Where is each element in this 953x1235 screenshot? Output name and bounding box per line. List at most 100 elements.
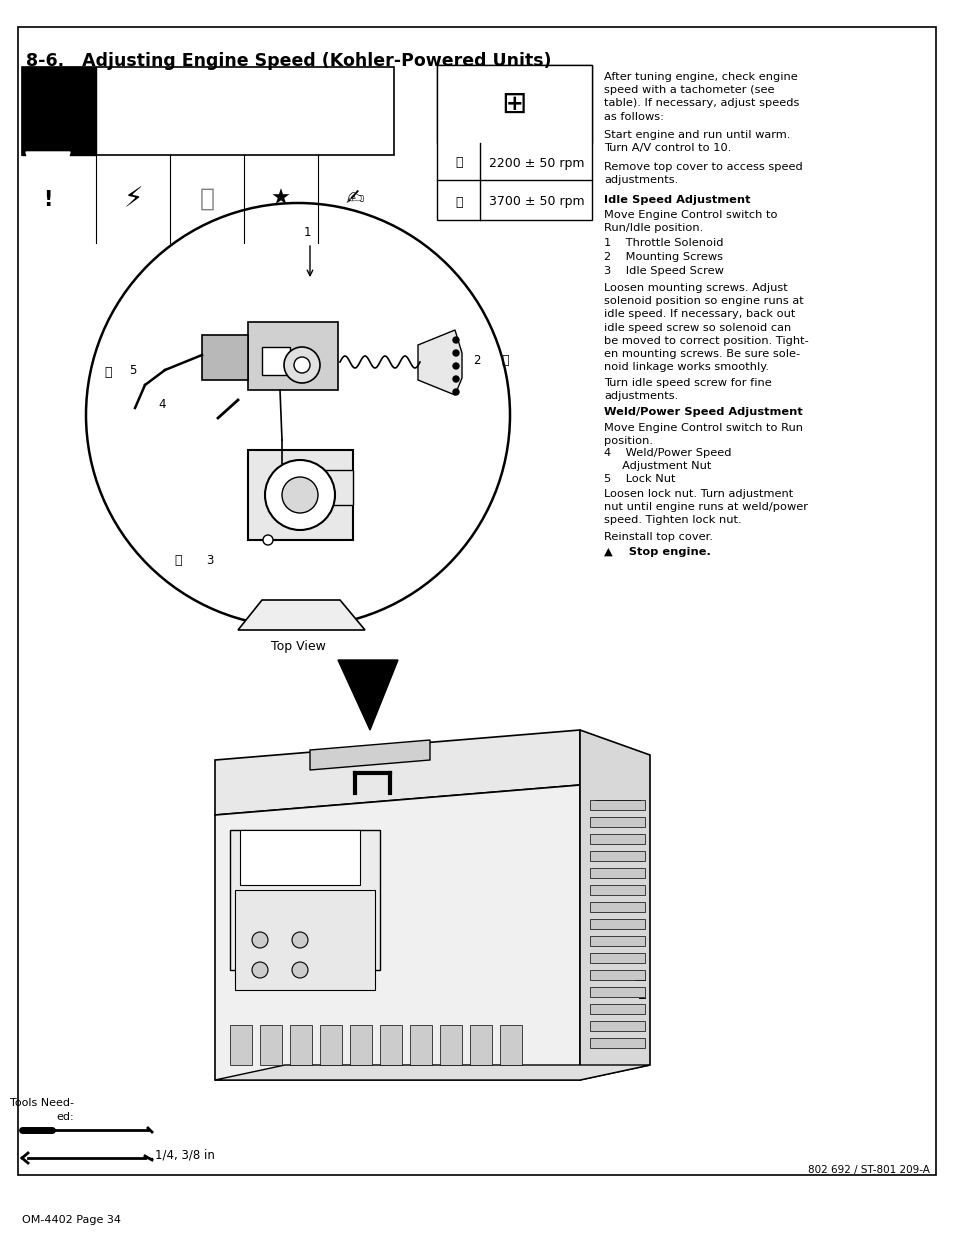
Bar: [319, 1025, 341, 1065]
Text: 8-6.   Adjusting Engine Speed (Kohler-Powered Units): 8-6. Adjusting Engine Speed (Kohler-Powe…: [26, 52, 551, 70]
Text: ⊞: ⊞: [500, 89, 526, 119]
Polygon shape: [579, 730, 649, 1079]
Text: 5    Lock Nut: 5 Lock Nut: [603, 474, 675, 484]
Text: 🐢: 🐢: [174, 553, 182, 567]
Polygon shape: [237, 600, 365, 630]
Bar: [589, 969, 644, 981]
Text: Top View: Top View: [271, 640, 325, 653]
Text: OM-4402 Page 34: OM-4402 Page 34: [22, 1215, 121, 1225]
Bar: [22, 67, 96, 156]
Bar: [589, 1004, 644, 1014]
Circle shape: [252, 962, 268, 978]
Circle shape: [453, 375, 458, 382]
Text: ★: ★: [271, 189, 291, 209]
Text: 1/4, 3/8 in: 1/4, 3/8 in: [154, 1149, 214, 1161]
Bar: [202, 335, 248, 380]
Text: 🐰: 🐰: [455, 195, 462, 209]
Text: 802 692 / ST-801 209-A: 802 692 / ST-801 209-A: [807, 1165, 929, 1174]
Text: Move Engine Control switch to
Run/Idle position.: Move Engine Control switch to Run/Idle p…: [603, 210, 777, 233]
Text: 4    Weld/Power Speed
     Adjustment Nut: 4 Weld/Power Speed Adjustment Nut: [603, 448, 731, 472]
Bar: [230, 1025, 252, 1065]
Text: After tuning engine, check engine
speed with a tachometer (see
table). If necess: After tuning engine, check engine speed …: [603, 72, 799, 121]
Bar: [436, 65, 592, 143]
Text: Turn idle speed screw for fine
adjustments.: Turn idle speed screw for fine adjustmen…: [603, 378, 771, 401]
Text: 🐢: 🐢: [104, 367, 112, 379]
Bar: [314, 471, 353, 505]
Circle shape: [292, 932, 308, 948]
Bar: [589, 1021, 644, 1031]
Circle shape: [252, 932, 268, 948]
Circle shape: [282, 477, 317, 513]
Text: !: !: [43, 190, 52, 210]
Bar: [260, 1025, 282, 1065]
Bar: [470, 1025, 492, 1065]
Bar: [234, 890, 375, 990]
Bar: [439, 1025, 461, 1065]
Text: Remove top cover to access speed
adjustments.: Remove top cover to access speed adjustm…: [603, 162, 801, 185]
Circle shape: [265, 459, 335, 530]
Circle shape: [284, 347, 319, 383]
Polygon shape: [310, 740, 430, 769]
Bar: [589, 818, 644, 827]
Circle shape: [86, 203, 510, 627]
Circle shape: [453, 337, 458, 343]
Bar: [589, 987, 644, 997]
Polygon shape: [417, 330, 461, 395]
Text: 1    Throttle Solenoid: 1 Throttle Solenoid: [603, 238, 722, 248]
Text: ed:: ed:: [56, 1112, 74, 1123]
Text: ▲    Stop engine.: ▲ Stop engine.: [603, 547, 710, 557]
Bar: [589, 953, 644, 963]
Text: Reinstall top cover.: Reinstall top cover.: [603, 532, 712, 542]
Bar: [230, 830, 379, 969]
Bar: [240, 830, 359, 885]
Bar: [589, 851, 644, 861]
Text: 2: 2: [473, 353, 480, 367]
Bar: [290, 1025, 312, 1065]
Text: Loosen mounting screws. Adjust
solenoid position so engine runs at
idle speed. I: Loosen mounting screws. Adjust solenoid …: [603, 283, 808, 372]
Bar: [589, 902, 644, 911]
Text: 3: 3: [206, 553, 213, 567]
Text: 2    Mounting Screws: 2 Mounting Screws: [603, 252, 722, 262]
Circle shape: [453, 389, 458, 395]
Polygon shape: [26, 152, 70, 235]
Bar: [589, 868, 644, 878]
Text: ⚡: ⚡: [123, 185, 143, 212]
Circle shape: [294, 357, 310, 373]
Text: Start engine and run until warm.
Turn A/V control to 10.: Start engine and run until warm. Turn A/…: [603, 130, 789, 153]
Bar: [350, 1025, 372, 1065]
Bar: [248, 322, 337, 390]
Bar: [499, 1025, 521, 1065]
Bar: [589, 800, 644, 810]
Text: 3    Idle Speed Screw: 3 Idle Speed Screw: [603, 266, 723, 275]
Bar: [22, 67, 394, 156]
Bar: [589, 834, 644, 844]
Text: 4: 4: [158, 399, 166, 411]
Bar: [589, 919, 644, 929]
Circle shape: [453, 363, 458, 369]
Text: ✍: ✍: [345, 189, 364, 209]
Text: 2200 ± 50 rpm: 2200 ± 50 rpm: [489, 157, 584, 169]
Text: Idle Speed Adjustment: Idle Speed Adjustment: [603, 195, 750, 205]
Circle shape: [453, 350, 458, 356]
Bar: [436, 65, 592, 220]
Text: ⛯: ⛯: [199, 186, 214, 211]
Bar: [589, 936, 644, 946]
Text: 🐢: 🐢: [455, 157, 462, 169]
Bar: [379, 1025, 401, 1065]
Bar: [248, 450, 353, 540]
Bar: [589, 1037, 644, 1049]
Text: Loosen lock nut. Turn adjustment
nut until engine runs at weld/power
speed. Tigh: Loosen lock nut. Turn adjustment nut unt…: [603, 489, 807, 525]
Polygon shape: [214, 785, 579, 1079]
Text: Weld/Power Speed Adjustment: Weld/Power Speed Adjustment: [603, 408, 801, 417]
Text: Tools Need-: Tools Need-: [10, 1098, 74, 1108]
Circle shape: [263, 535, 273, 545]
Text: 3700 ± 50 rpm: 3700 ± 50 rpm: [489, 195, 584, 209]
Text: 🐢: 🐢: [500, 353, 508, 367]
Text: Move Engine Control switch to Run
position.: Move Engine Control switch to Run positi…: [603, 424, 802, 446]
Text: 1: 1: [303, 226, 311, 238]
Text: 5: 5: [130, 363, 136, 377]
Circle shape: [292, 962, 308, 978]
Polygon shape: [337, 659, 397, 730]
Polygon shape: [214, 730, 579, 815]
Bar: [262, 347, 290, 375]
